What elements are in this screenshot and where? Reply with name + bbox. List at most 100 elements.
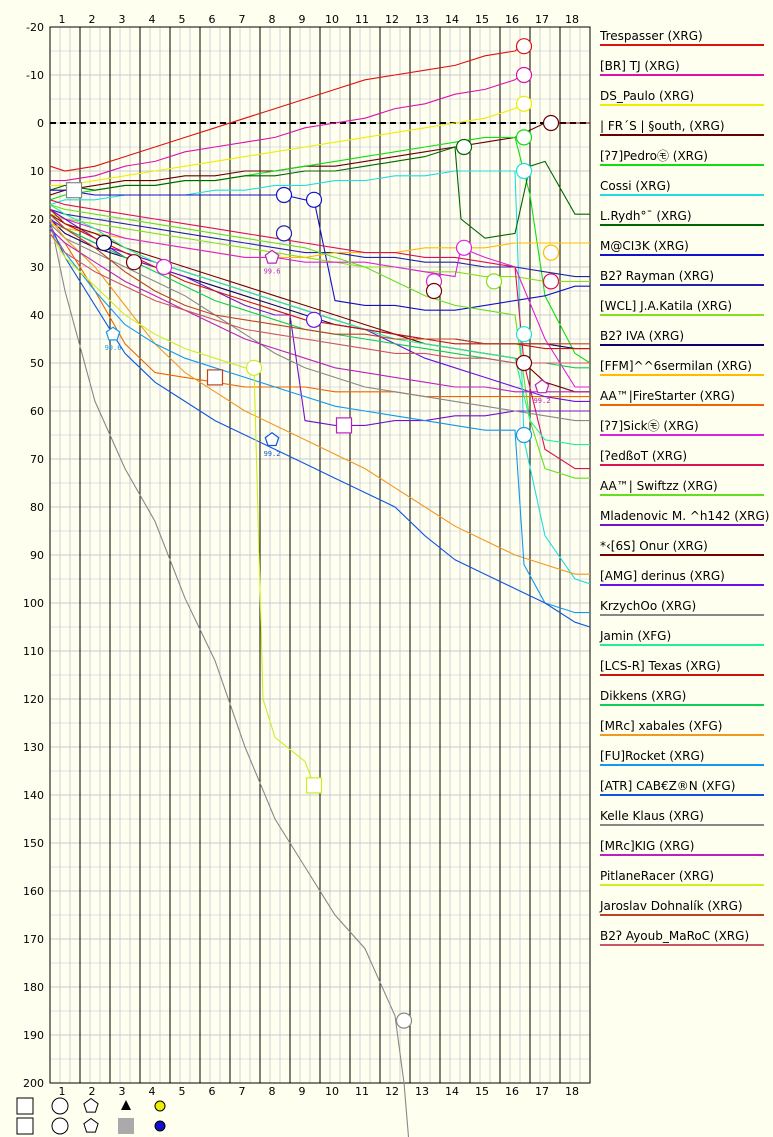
x-tick-label-top: 15 bbox=[475, 13, 489, 26]
y-tick-label: 40 bbox=[30, 309, 44, 322]
y-tick-label: 140 bbox=[23, 789, 44, 802]
y-tick-label: 30 bbox=[30, 261, 44, 274]
legend: Trespasser (XRG) [BR] TJ (XRG) DS_Paulo (X… bbox=[599, 29, 769, 946]
series-line bbox=[49, 122, 590, 196]
legend-entry-label: [ʔ7]Pedro㋲ (XRG) bbox=[600, 149, 708, 163]
event-marker-circle bbox=[95, 234, 113, 252]
key-circle-symbol bbox=[51, 1117, 69, 1135]
y-tick-label: -20 bbox=[26, 21, 44, 34]
event-marker-pentagon bbox=[264, 249, 280, 264]
y-tick-label: 60 bbox=[30, 405, 44, 418]
event-marker-circle bbox=[305, 191, 323, 208]
key-circle-symbol bbox=[51, 1097, 69, 1115]
key-square-symbol bbox=[118, 1118, 134, 1134]
key-square-symbol bbox=[16, 1097, 34, 1115]
event-marker-square bbox=[65, 182, 83, 199]
series-line bbox=[50, 103, 522, 186]
symbol-key bbox=[16, 1097, 166, 1135]
series-line bbox=[49, 223, 590, 422]
x-tick-label-bottom: 7 bbox=[239, 1085, 246, 1098]
event-marker-pentagon bbox=[105, 326, 121, 341]
event-marker-circle bbox=[515, 326, 533, 343]
legend-entry-label: [MRc] xabales (XFG) bbox=[600, 719, 722, 733]
series-line bbox=[49, 228, 590, 614]
y-tick-label: 10 bbox=[30, 165, 44, 178]
axes: 1122334455667788991010111112121313141415… bbox=[23, 13, 579, 1098]
event-marker-pentagon bbox=[264, 432, 280, 447]
legend-entry-label: [FFM]^^6sermilan (XRG) bbox=[600, 359, 752, 373]
key-dot-symbol bbox=[154, 1100, 166, 1112]
event-marker-circle bbox=[542, 273, 560, 290]
series-line bbox=[49, 218, 410, 1137]
x-tick-label-bottom: 16 bbox=[505, 1085, 519, 1098]
key-pentagon-symbol bbox=[83, 1097, 99, 1113]
series-line bbox=[50, 74, 522, 182]
legend-entry-label: Jaroslav Dohnalík (XRG) bbox=[599, 899, 743, 913]
event-marker-circle bbox=[245, 359, 263, 376]
plot-frame bbox=[49, 26, 591, 1084]
legend-entry-label: [LCS-R] Texas (XRG) bbox=[600, 659, 721, 673]
legend-entry-label: [FU]Rocket (XRG) bbox=[600, 749, 704, 763]
x-tick-label-bottom: 9 bbox=[299, 1085, 306, 1098]
key-triangle-symbol bbox=[121, 1100, 131, 1110]
series-line bbox=[49, 208, 590, 388]
event-marker-circle bbox=[515, 38, 533, 55]
legend-entry-label: PitlaneRacer (XRG) bbox=[600, 869, 714, 883]
x-tick-label-top: 13 bbox=[415, 13, 429, 26]
event-marker-label: 99.6 bbox=[264, 267, 281, 275]
legend-entry-label: L.Rydh°¯ (XRG) bbox=[600, 209, 692, 223]
y-tick-label: 20 bbox=[30, 213, 44, 226]
legend-entry-label: [ʔedßoT (XRG) bbox=[600, 449, 687, 463]
x-tick-label-top: 1 bbox=[59, 13, 66, 26]
event-marker-circle bbox=[542, 114, 560, 132]
y-tick-label: 160 bbox=[23, 885, 44, 898]
legend-entry-label: Dikkens (XRG) bbox=[600, 689, 686, 703]
series-line bbox=[49, 213, 590, 282]
legend-entry-label: *‹[6S] Onur (XRG) bbox=[600, 539, 708, 553]
x-tick-label-top: 18 bbox=[565, 13, 579, 26]
series-line bbox=[49, 45, 522, 172]
legend-entry-label: B2ʔ Rayman (XRG) bbox=[600, 269, 714, 283]
x-tick-label-bottom: 5 bbox=[179, 1085, 186, 1098]
event-marker-circle bbox=[305, 311, 323, 328]
y-tick-label: 130 bbox=[23, 741, 44, 754]
event-marker-circle bbox=[125, 254, 143, 271]
series-line bbox=[49, 233, 590, 364]
x-tick-label-top: 17 bbox=[535, 13, 549, 26]
x-tick-label-top: 9 bbox=[299, 13, 306, 26]
major-gridlines bbox=[49, 26, 591, 1084]
y-tick-label: -10 bbox=[26, 69, 44, 82]
series-line bbox=[49, 223, 591, 628]
x-tick-label-top: 16 bbox=[505, 13, 519, 26]
x-tick-label-top: 10 bbox=[325, 13, 339, 26]
y-tick-label: 190 bbox=[23, 1029, 44, 1042]
legend-entry-label: Kelle Klaus (XRG) bbox=[600, 809, 704, 823]
legend-entry-label: [AMG] derinus (XRG) bbox=[600, 569, 725, 583]
event-marker-circle bbox=[455, 138, 473, 156]
legend-entry-label: DS_Paulo (XRG) bbox=[600, 89, 694, 103]
series-line bbox=[49, 228, 590, 398]
y-tick-label: 200 bbox=[23, 1077, 44, 1090]
legend-entry-label: Trespasser (XRG) bbox=[599, 29, 703, 43]
legend-entry-label: [WCL] J.A.Katila (XRG) bbox=[600, 299, 732, 313]
x-tick-label-bottom: 10 bbox=[325, 1085, 339, 1098]
y-tick-label: 100 bbox=[23, 597, 44, 610]
legend-entry-label: M@CI3K (XRG) bbox=[600, 239, 689, 253]
event-marker-circle bbox=[515, 66, 533, 84]
legend-entry-label: | FR´S | §outh, (XRG) bbox=[600, 119, 725, 133]
x-tick-label-bottom: 8 bbox=[269, 1085, 276, 1098]
event-marker-circle bbox=[425, 282, 443, 300]
legend-entry-label: B2ʔ Ayoub_MaRoC (XRG) bbox=[600, 929, 749, 943]
legend-entry-label: AA™|FireStarter (XRG) bbox=[600, 389, 735, 403]
event-marker-circle bbox=[515, 354, 533, 372]
y-tick-label: 110 bbox=[23, 645, 44, 658]
series-line bbox=[49, 213, 590, 345]
key-pentagon-symbol bbox=[83, 1117, 99, 1133]
series-line bbox=[49, 228, 590, 393]
series-line bbox=[49, 218, 590, 575]
y-tick-label: 90 bbox=[30, 549, 44, 562]
x-tick-label-bottom: 2 bbox=[89, 1085, 96, 1098]
event-marker-circle bbox=[455, 239, 473, 256]
